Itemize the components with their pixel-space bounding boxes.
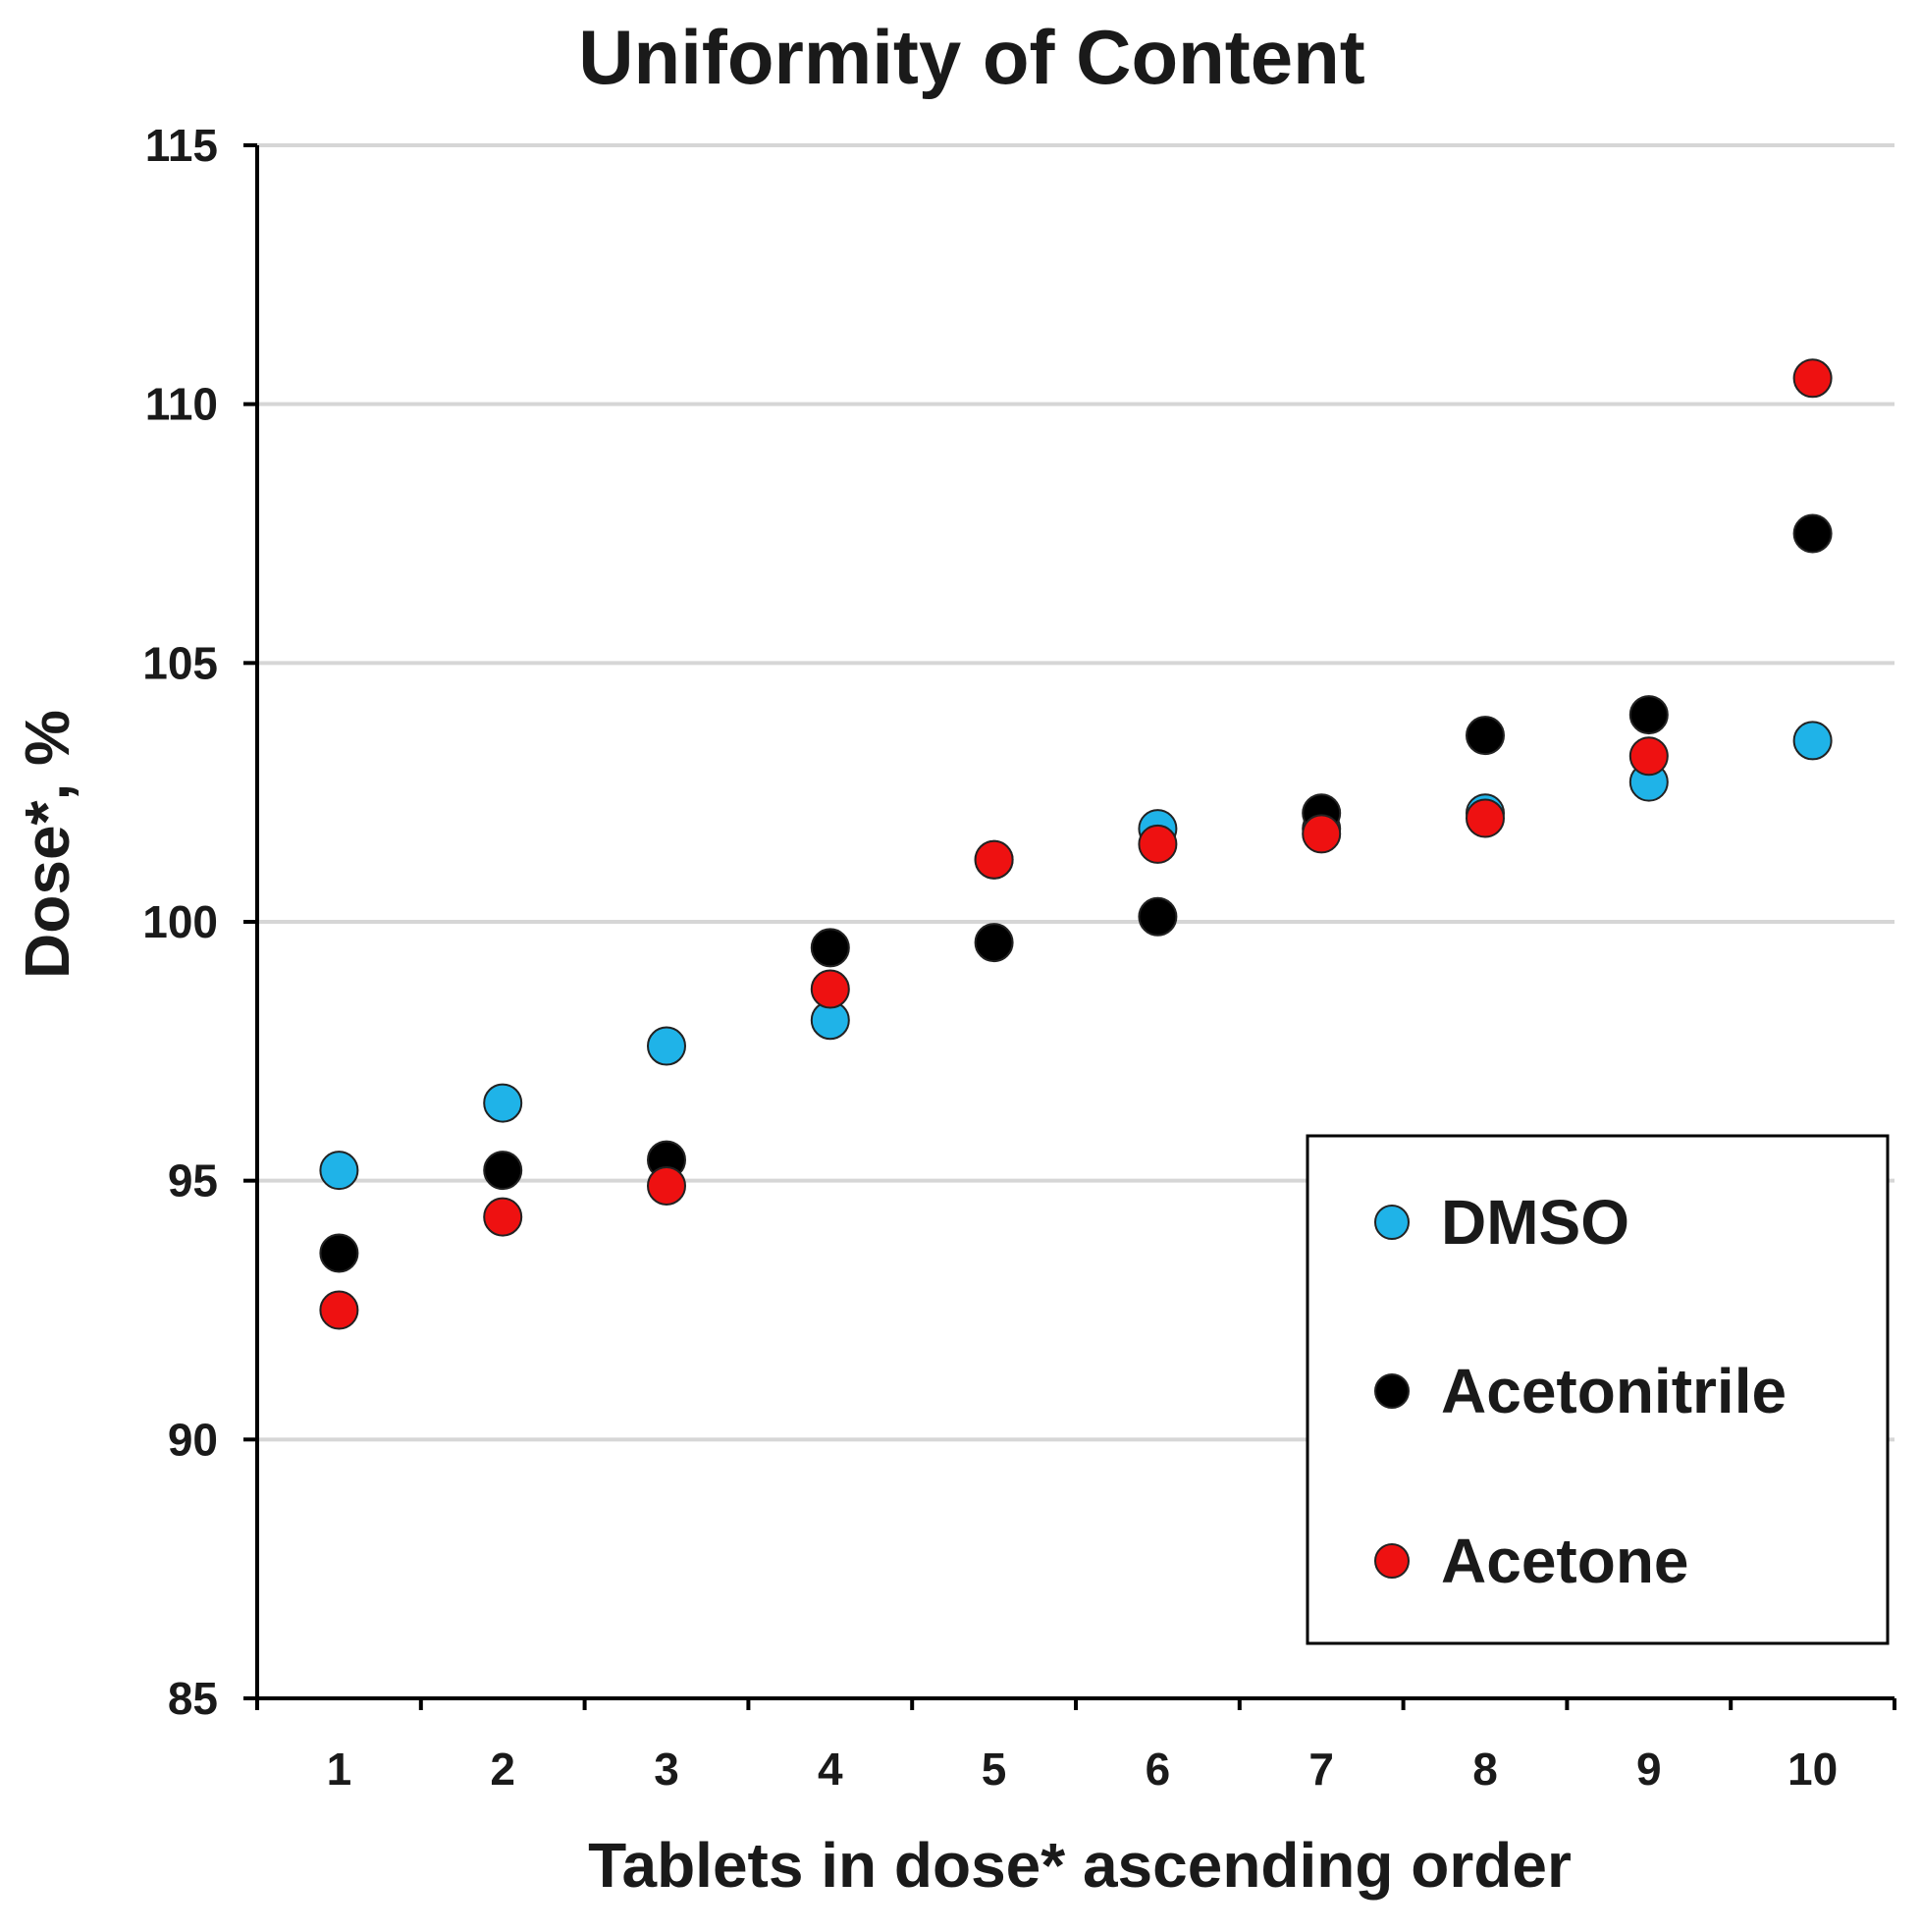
dmso-point-2 [483, 1083, 523, 1123]
legend-marker-dmso [1374, 1205, 1410, 1240]
legend-label-dmso: DMSO [1441, 1187, 1629, 1258]
acetonitrile-point-9 [1628, 695, 1669, 735]
x-tick-label: 9 [1636, 1744, 1662, 1795]
acetonitrile-point-10 [1792, 513, 1833, 554]
acetone-point-5 [974, 839, 1014, 880]
y-tick-label: 85 [168, 1673, 218, 1724]
acetonitrile-point-1 [319, 1233, 359, 1273]
x-tick-label: 3 [654, 1744, 679, 1795]
acetonitrile-point-8 [1466, 716, 1505, 756]
acetone-point-8 [1466, 798, 1505, 838]
x-axis-label: Tablets in dose* ascending order [588, 1830, 1572, 1901]
acetone-point-4 [810, 969, 850, 1009]
x-tick-label: 8 [1472, 1744, 1498, 1795]
x-tick-label: 10 [1788, 1744, 1838, 1795]
y-tick-label: 90 [168, 1414, 218, 1465]
acetonitrile-point-4 [810, 928, 850, 968]
y-axis-label: Dose*, % [12, 710, 82, 979]
x-tick-label: 5 [982, 1744, 1007, 1795]
acetone-point-9 [1628, 736, 1669, 777]
legend-label-acetone: Acetone [1441, 1526, 1689, 1596]
acetone-point-3 [647, 1165, 686, 1206]
x-tick-label: 2 [490, 1744, 515, 1795]
x-tick-label: 1 [327, 1744, 352, 1795]
y-tick-label: 95 [168, 1155, 218, 1207]
x-tick-label: 6 [1146, 1744, 1171, 1795]
x-tick-labels: 1 2 3 4 5 6 7 8 9 10 [327, 1744, 1839, 1795]
y-tick-label: 115 [145, 120, 218, 171]
legend: DMSO Acetonitrile Acetone [1306, 1134, 1890, 1645]
legend-label-acetonitrile: Acetonitrile [1441, 1356, 1787, 1426]
x-tick-label: 7 [1308, 1744, 1334, 1795]
y-tick-label: 105 [142, 637, 218, 688]
acetone-point-2 [483, 1197, 523, 1237]
axes [243, 143, 1896, 1710]
chart-title: Uniformity of Content [578, 14, 1365, 100]
acetonitrile-point-6 [1138, 896, 1178, 937]
acetonitrile-point-5 [974, 923, 1014, 963]
x-tick-label: 4 [818, 1744, 843, 1795]
legend-marker-acetonitrile [1374, 1373, 1410, 1409]
y-tick-labels: 85 90 95 100 105 110 115 [142, 120, 218, 1724]
dmso-point-10 [1792, 721, 1833, 761]
y-tick-label: 100 [142, 896, 218, 947]
acetone-point-7 [1302, 814, 1342, 854]
y-tick-label: 110 [145, 379, 218, 430]
acetonitrile-point-2 [483, 1151, 523, 1191]
acetone-point-1 [319, 1290, 359, 1330]
dmso-point-3 [647, 1026, 686, 1066]
acetone-point-6 [1138, 824, 1178, 864]
data-points [319, 358, 1833, 1330]
dmso-point-1 [319, 1151, 359, 1191]
acetone-point-10 [1792, 358, 1833, 399]
legend-marker-acetone [1374, 1543, 1410, 1579]
